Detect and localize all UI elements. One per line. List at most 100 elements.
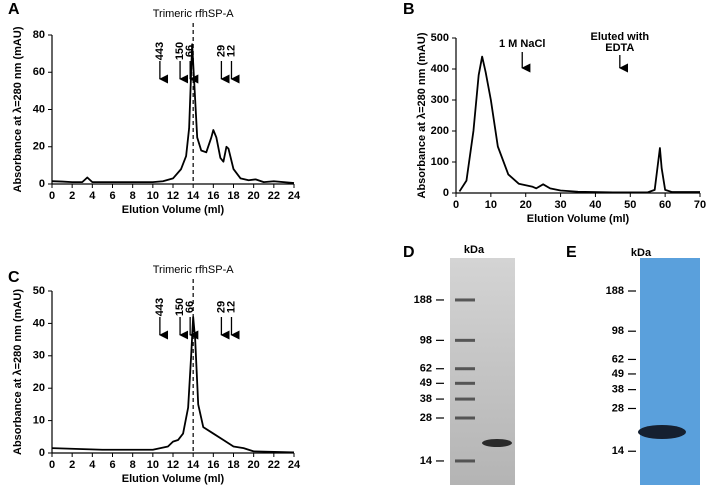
ladder-band: [455, 459, 475, 463]
x-tick-label: 22: [268, 190, 280, 202]
x-tick-label: 10: [485, 199, 497, 211]
x-tick-label: 2: [69, 190, 75, 202]
panel-label: A: [8, 1, 20, 18]
y-tick-label: 40: [33, 103, 45, 115]
gel-tick-label: 28: [420, 412, 432, 424]
gel: [640, 258, 700, 485]
x-tick-label: 20: [248, 190, 260, 202]
ladder-band: [455, 298, 475, 302]
x-axis-label: Elution Volume (ml): [527, 213, 630, 225]
y-tick-label: 80: [33, 29, 45, 41]
x-tick-label: 16: [207, 459, 219, 471]
gel-unit-label: kDa: [464, 244, 485, 256]
gel-tick-label: 49: [420, 377, 432, 389]
gel-tick-label: 98: [420, 334, 432, 346]
gel-tick-label: 14: [612, 445, 625, 457]
x-tick-label: 50: [624, 199, 636, 211]
x-tick-label: 14: [187, 190, 200, 202]
x-tick-label: 14: [187, 459, 200, 471]
gel-tick-label: 98: [612, 325, 624, 337]
ladder-band: [455, 367, 475, 371]
x-axis-label: Elution Volume (ml): [122, 473, 225, 485]
panel-label: E: [566, 244, 577, 261]
y-tick-label: 20: [33, 382, 45, 394]
gel-tick-label: 49: [612, 368, 624, 380]
x-tick-label: 70: [694, 199, 706, 211]
data-line: [458, 55, 700, 194]
x-tick-label: 8: [130, 190, 136, 202]
x-tick-label: 30: [554, 199, 566, 211]
x-tick-label: 10: [147, 459, 159, 471]
x-tick-label: 22: [268, 459, 280, 471]
marker-label: 12: [225, 301, 237, 313]
panel-label: B: [403, 1, 415, 18]
gel-tick-label: 14: [420, 455, 433, 467]
data-line: [51, 43, 295, 184]
y-tick-label: 100: [431, 156, 449, 168]
y-tick-label: 200: [431, 125, 449, 137]
x-tick-label: 12: [167, 459, 179, 471]
y-tick-label: 10: [33, 415, 45, 427]
ladder-band: [455, 397, 475, 401]
ladder-band: [455, 381, 475, 385]
x-tick-label: 40: [589, 199, 601, 211]
y-tick-label: 0: [443, 187, 449, 199]
gel-unit-label: kDa: [631, 247, 652, 259]
x-tick-label: 24: [288, 190, 301, 202]
x-tick-label: 6: [109, 459, 115, 471]
y-tick-label: 30: [33, 350, 45, 362]
marker-label: 443: [154, 298, 166, 316]
sample-band: [482, 439, 512, 447]
x-tick-label: 8: [130, 459, 136, 471]
gel: [450, 258, 515, 485]
x-tick-label: 60: [659, 199, 671, 211]
x-axis-label: Elution Volume (ml): [122, 204, 225, 216]
x-tick-label: 24: [288, 459, 301, 471]
y-axis-label: Absorbance at λ=280 nm (mAU): [12, 289, 24, 455]
marker-label: 29: [215, 45, 227, 57]
x-tick-label: 16: [207, 190, 219, 202]
x-tick-label: 18: [227, 190, 239, 202]
x-tick-label: 20: [520, 199, 532, 211]
marker-label: 1 M NaCl: [499, 38, 545, 50]
y-tick-label: 400: [431, 63, 449, 75]
gel-tick-label: 28: [612, 402, 624, 414]
marker-label: EDTA: [605, 42, 634, 54]
x-tick-label: 12: [167, 190, 179, 202]
x-tick-label: 6: [109, 190, 115, 202]
marker-label: 443: [154, 42, 166, 60]
y-tick-label: 500: [431, 32, 449, 44]
x-tick-label: 2: [69, 459, 75, 471]
marker-label: Eluted with: [590, 31, 649, 43]
marker-label: 150: [174, 298, 186, 316]
gel-tick-label: 62: [612, 353, 624, 365]
ladder-band: [455, 416, 475, 420]
x-tick-label: 0: [49, 190, 55, 202]
marker-label: 150: [174, 42, 186, 60]
gel-tick-label: 62: [420, 363, 432, 375]
marker-label: 66: [184, 45, 196, 57]
y-tick-label: 300: [431, 94, 449, 106]
marker-label: 12: [225, 45, 237, 57]
marker-label: 66: [184, 301, 196, 313]
gel-tick-label: 38: [612, 384, 624, 396]
x-tick-label: 0: [453, 199, 459, 211]
gel-tick-label: 188: [414, 294, 432, 306]
panel-label: D: [403, 244, 415, 261]
x-tick-label: 10: [147, 190, 159, 202]
y-tick-label: 20: [33, 141, 45, 153]
x-tick-label: 20: [248, 459, 260, 471]
data-line: [51, 316, 295, 454]
y-tick-label: 0: [39, 447, 45, 459]
gel-tick-label: 188: [606, 285, 624, 297]
x-tick-label: 4: [89, 459, 96, 471]
y-axis-label: Absorbance at λ=280 nm (mAU): [416, 32, 428, 198]
y-tick-label: 0: [39, 178, 45, 190]
y-tick-label: 40: [33, 317, 45, 329]
x-tick-label: 0: [49, 459, 55, 471]
reference-label: Trimeric rfhSP-A: [153, 8, 235, 20]
y-tick-label: 50: [33, 285, 45, 297]
x-tick-label: 4: [89, 190, 96, 202]
gel-tick-label: 38: [420, 393, 432, 405]
